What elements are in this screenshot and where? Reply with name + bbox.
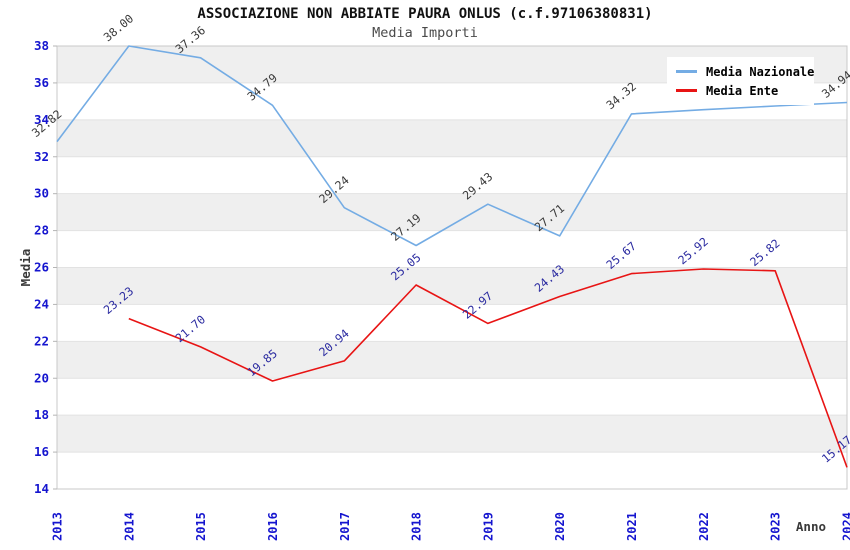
plot-band (57, 415, 847, 453)
x-tick-label: 2020 (553, 512, 567, 541)
media-ente-line-swatch-icon (676, 89, 697, 92)
x-tick-label: 2013 (51, 512, 65, 541)
plot-band (57, 230, 847, 268)
y-tick-label: 24 (34, 296, 49, 311)
chart-title: ASSOCIAZIONE NON ABBIATE PAURA ONLUS (c.… (197, 6, 653, 22)
x-tick-label: 2018 (410, 512, 424, 541)
y-tick-label: 38 (34, 38, 49, 53)
legend-item-media-nazionale: Media Nazionale (676, 62, 814, 81)
y-tick-label: 18 (34, 407, 49, 422)
y-tick-label: 20 (34, 370, 49, 385)
legend-label: Media Ente (706, 83, 779, 98)
y-tick-label: 32 (34, 149, 49, 164)
plot-band (57, 452, 847, 489)
x-axis-title: Anno (796, 519, 826, 534)
point-label: 38.00 (101, 11, 137, 44)
x-tick-label: 2022 (697, 512, 711, 541)
y-tick-label: 14 (34, 481, 49, 496)
plot-band (57, 341, 847, 379)
x-tick-label: 2024 (841, 512, 850, 541)
legend-label: Media Nazionale (706, 64, 815, 79)
x-tick-label: 2015 (194, 512, 208, 541)
plot-band (57, 156, 847, 194)
plot-band (57, 304, 847, 342)
legend: Media Nazionale Media Ente (667, 57, 814, 105)
x-tick-label: 2019 (481, 512, 495, 541)
y-tick-label: 16 (34, 444, 49, 459)
plot-band (57, 267, 847, 305)
x-tick-label: 2014 (122, 512, 136, 541)
y-tick-label: 36 (34, 75, 49, 90)
plot-band (57, 378, 847, 416)
x-tick-label: 2016 (266, 512, 280, 541)
x-tick-label: 2017 (338, 512, 352, 541)
series-line-media-nazionale (56, 45, 848, 247)
x-tick-label: 2023 (769, 512, 783, 541)
y-tick-label: 34 (34, 112, 49, 127)
y-tick-label: 26 (34, 260, 49, 275)
plot-band (57, 119, 847, 157)
series-line-media-ente (128, 268, 848, 468)
y-tick-label: 22 (34, 333, 49, 348)
chart-subtitle: Media Importi (372, 25, 478, 41)
y-tick-label: 30 (34, 186, 49, 201)
media-nazionale-line-swatch-icon (676, 70, 697, 73)
y-tick-label: 28 (34, 223, 49, 238)
y-axis-title: Media (18, 249, 33, 287)
x-tick-label: 2021 (625, 512, 639, 541)
legend-item-media-ente: Media Ente (676, 81, 814, 100)
